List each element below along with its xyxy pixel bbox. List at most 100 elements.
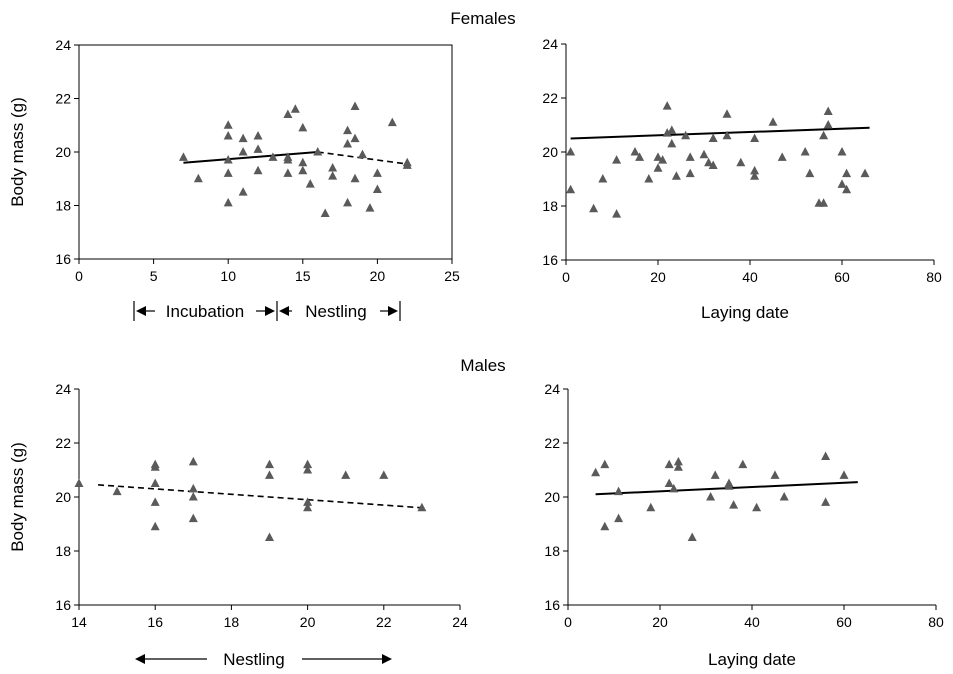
data-point	[821, 497, 831, 506]
data-point	[372, 168, 382, 177]
data-point	[265, 532, 274, 541]
data-point	[779, 492, 789, 501]
data-point	[303, 497, 313, 506]
data-point	[379, 470, 389, 479]
incubation-arrow-left	[136, 306, 146, 316]
data-point	[681, 130, 691, 140]
x-tick-label: 40	[742, 269, 758, 285]
data-point	[722, 130, 732, 140]
data-point	[193, 173, 203, 183]
data-point	[223, 155, 233, 164]
data-point	[223, 130, 233, 140]
x-tick-label: 18	[224, 614, 240, 630]
trend-line	[97, 484, 422, 509]
x-tick-label: 60	[836, 614, 852, 630]
data-point	[343, 125, 353, 135]
data-point	[706, 492, 716, 501]
females-laying-panel: Laying date 16 18 20 22 24 0 20 40 60 80	[542, 36, 942, 322]
data-point	[298, 122, 308, 132]
phase-annotation: Incubation Nestling	[133, 301, 401, 321]
x-tick-label: 80	[928, 614, 944, 630]
data-point	[188, 513, 198, 523]
data-point	[819, 198, 829, 207]
data-point	[283, 155, 293, 164]
data-point	[750, 133, 760, 142]
data-point	[635, 152, 645, 161]
data-point	[402, 160, 412, 169]
y-axis-title: Body mass (g)	[8, 442, 27, 552]
data-point	[770, 470, 780, 479]
x-tick-label: 40	[744, 614, 760, 630]
data-point	[328, 163, 338, 172]
data-point	[823, 106, 833, 115]
data-point	[671, 171, 681, 180]
data-point	[687, 532, 697, 541]
data-point	[238, 147, 248, 156]
data-point	[646, 502, 656, 512]
data-point	[223, 168, 233, 177]
data-point	[704, 157, 714, 167]
data-point	[752, 502, 762, 512]
data-point	[837, 147, 847, 156]
data-point	[303, 465, 313, 474]
data-point	[283, 168, 293, 177]
data-point	[268, 152, 278, 161]
data-point	[223, 197, 233, 207]
data-point	[303, 502, 313, 512]
x-tick-label: 24	[452, 614, 468, 630]
x-tick-label: 0	[562, 269, 570, 285]
data-point	[305, 179, 315, 188]
females-days-panel: Body mass (g) Incubation Nestling 16 18 20…	[8, 37, 460, 321]
nestling-arrow-right	[388, 306, 398, 316]
data-point	[667, 138, 677, 148]
data-point	[387, 117, 397, 127]
incubation-label: Incubation	[166, 302, 244, 321]
data-point	[598, 174, 608, 183]
data-point	[303, 459, 313, 469]
data-point	[223, 120, 233, 129]
data-point	[188, 456, 198, 466]
data-point	[710, 470, 720, 479]
data-point	[150, 462, 160, 471]
y-tick-label: 16	[544, 597, 560, 613]
data-point	[350, 133, 360, 143]
x-tick-label: 0	[564, 614, 572, 630]
data-point	[566, 184, 576, 194]
data-point	[669, 483, 679, 493]
data-point	[699, 149, 709, 159]
data-point	[298, 165, 308, 175]
x-tick-label: 0	[75, 268, 83, 284]
data-point	[644, 174, 654, 183]
y-tick-label: 22	[544, 435, 560, 451]
data-point	[664, 459, 674, 469]
y-tick-label: 24	[55, 381, 71, 397]
data-point	[298, 157, 308, 167]
data-point	[662, 128, 672, 137]
y-tick-label: 18	[55, 198, 71, 214]
data-point	[591, 467, 601, 477]
data-point	[265, 470, 274, 479]
data-point	[566, 147, 576, 156]
data-point	[74, 478, 84, 487]
y-tick-label: 16	[55, 251, 71, 267]
x-tick-label: 60	[834, 269, 850, 285]
y-tick-label: 20	[55, 489, 71, 505]
data-point	[350, 173, 360, 183]
data-point	[178, 152, 188, 161]
nestling-arrow-left	[135, 654, 145, 664]
data-point	[860, 168, 870, 178]
data-point	[589, 203, 599, 213]
trend-line	[183, 151, 318, 164]
data-point	[777, 152, 787, 161]
data-point	[600, 521, 610, 531]
data-point	[614, 486, 624, 496]
nestling-label: Nestling	[223, 650, 284, 669]
y-tick-label: 24	[542, 36, 558, 52]
data-point	[823, 120, 833, 129]
data-point	[673, 462, 683, 471]
x-axis-title: Laying date	[701, 303, 789, 322]
data-point	[238, 133, 248, 143]
phase-annotation: Nestling	[135, 650, 392, 669]
y-tick-label: 18	[542, 198, 558, 214]
